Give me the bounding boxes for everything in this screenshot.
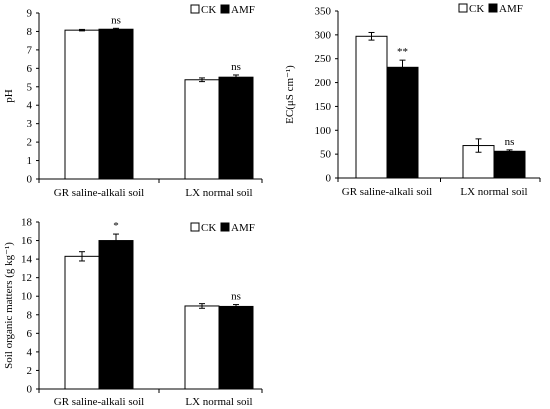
y-tick-label: 16 — [21, 235, 33, 247]
category-label: LX normal soil — [185, 187, 252, 199]
y-tick-label: 2 — [27, 137, 33, 149]
y-tick-label: 350 — [315, 6, 332, 18]
legend-swatch-amf — [488, 3, 498, 13]
bar-amf-2 — [493, 150, 526, 179]
significance-label: ns — [111, 14, 121, 26]
legend-swatch-ck — [190, 222, 200, 232]
y-axis-label: pH — [3, 89, 15, 103]
y-tick-label: 4 — [27, 346, 33, 358]
y-tick-label: 5 — [27, 81, 33, 93]
legend-label-ck: CK — [201, 4, 216, 16]
significance-label: ns — [231, 291, 241, 303]
y-tick-label: 200 — [315, 77, 332, 89]
y-axis-label: EC(μS cm⁻¹) — [284, 65, 296, 124]
y-tick-label: 4 — [27, 100, 33, 112]
y-tick-label: 150 — [315, 101, 332, 113]
y-tick-label: 0 — [326, 173, 332, 185]
y-tick-label: 7 — [27, 44, 33, 56]
y-tick-label: 100 — [315, 125, 332, 137]
significance-label: * — [113, 220, 119, 232]
bar-ck-2 — [184, 305, 220, 390]
significance-label: ns — [505, 136, 515, 148]
y-tick-label: 8 — [27, 26, 33, 38]
legend-swatch-amf — [220, 4, 230, 14]
legend-swatch-amf — [220, 222, 230, 232]
y-tick-label: 18 — [21, 217, 33, 229]
y-tick-label: 300 — [315, 29, 332, 41]
bar-amf-1 — [98, 28, 134, 180]
significance-label: ** — [397, 46, 408, 58]
y-tick-label: 50 — [320, 149, 332, 161]
y-tick-label: 10 — [21, 291, 33, 303]
legend-label-ck: CK — [201, 222, 216, 234]
y-tick-label: 250 — [315, 53, 332, 65]
legend-label-amf: AMF — [231, 222, 255, 234]
bar-amf-1 — [98, 240, 134, 390]
category-label: LX normal soil — [185, 396, 252, 408]
bar-ck-1 — [355, 35, 388, 179]
category-label: LX normal soil — [460, 186, 527, 198]
bar-amf-2 — [218, 305, 254, 390]
y-tick-label: 9 — [27, 8, 33, 20]
bar-ck-1 — [64, 29, 100, 180]
y-tick-label: 8 — [27, 309, 33, 321]
y-tick-label: 0 — [27, 174, 33, 186]
chart-2: 0 50 100 150 200 250 300 350 EC(μS cm⁻¹) ** GR sal… — [284, 3, 541, 198]
y-axis-label: Soil organic matters (g kg⁻¹) — [3, 242, 15, 369]
chart-1: 0 1 2 3 4 5 6 7 8 9 pH ns GR saline-alkali soil ns LX … — [3, 4, 263, 199]
bar-amf-2 — [218, 76, 254, 180]
category-label: GR saline-alkali soil — [342, 186, 432, 198]
bar-ck-1 — [64, 255, 100, 390]
bar-ck-2 — [184, 79, 220, 180]
legend-label-amf: AMF — [499, 3, 523, 15]
legend-swatch-ck — [458, 3, 468, 13]
legend-label-amf: AMF — [231, 4, 255, 16]
significance-label: ns — [231, 61, 241, 73]
y-tick-label: 14 — [21, 254, 33, 266]
bar-amf-1 — [386, 66, 419, 179]
category-label: GR saline-alkali soil — [54, 396, 144, 408]
legend-label-ck: CK — [469, 3, 484, 15]
y-tick-label: 6 — [27, 63, 33, 75]
y-tick-label: 6 — [27, 328, 33, 340]
y-tick-label: 0 — [27, 384, 33, 396]
y-tick-label: 12 — [21, 272, 32, 284]
y-tick-label: 1 — [27, 155, 33, 167]
y-tick-label: 2 — [27, 365, 33, 377]
chart-3: 0 2 4 6 8 10 12 14 16 18 Soil organic matters (g k… — [3, 217, 263, 408]
y-tick-label: 3 — [27, 118, 33, 130]
legend-swatch-ck — [190, 4, 200, 14]
category-label: GR saline-alkali soil — [54, 187, 144, 199]
